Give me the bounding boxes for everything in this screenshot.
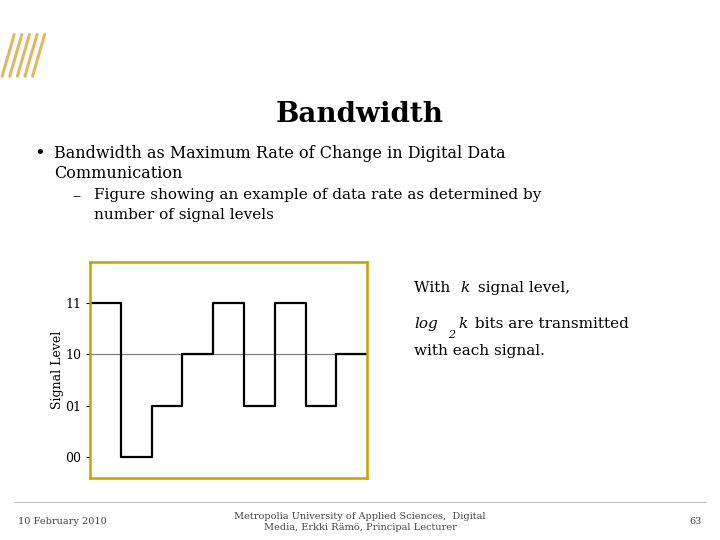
Y-axis label: Signal Level: Signal Level [50, 331, 63, 409]
Text: k: k [459, 316, 468, 330]
Text: Communication: Communication [54, 165, 182, 183]
Text: The Science of Digital Media: The Science of Digital Media [126, 42, 594, 69]
Text: Metropolia University of Applied Sciences,  Digital
Media, Erkki Rämö, Principal: Metropolia University of Applied Science… [234, 512, 486, 531]
Text: With: With [414, 281, 455, 295]
Text: k: k [461, 281, 470, 295]
Text: •: • [35, 145, 45, 163]
Text: number of signal levels: number of signal levels [94, 208, 274, 222]
Text: Bandwidth: Bandwidth [276, 102, 444, 129]
Text: with each signal.: with each signal. [414, 343, 545, 357]
Text: 2: 2 [448, 330, 455, 340]
Text: Figure showing an example of data rate as determined by: Figure showing an example of data rate a… [94, 188, 541, 202]
Text: bits are transmitted: bits are transmitted [470, 316, 629, 330]
Text: 10 February 2010: 10 February 2010 [18, 517, 107, 526]
Text: –: – [72, 188, 80, 205]
Text: Bandwidth as Maximum Rate of Change in Digital Data: Bandwidth as Maximum Rate of Change in D… [54, 145, 505, 162]
Text: signal level,: signal level, [473, 281, 570, 295]
Text: log: log [414, 316, 438, 330]
Text: 63: 63 [690, 517, 702, 526]
